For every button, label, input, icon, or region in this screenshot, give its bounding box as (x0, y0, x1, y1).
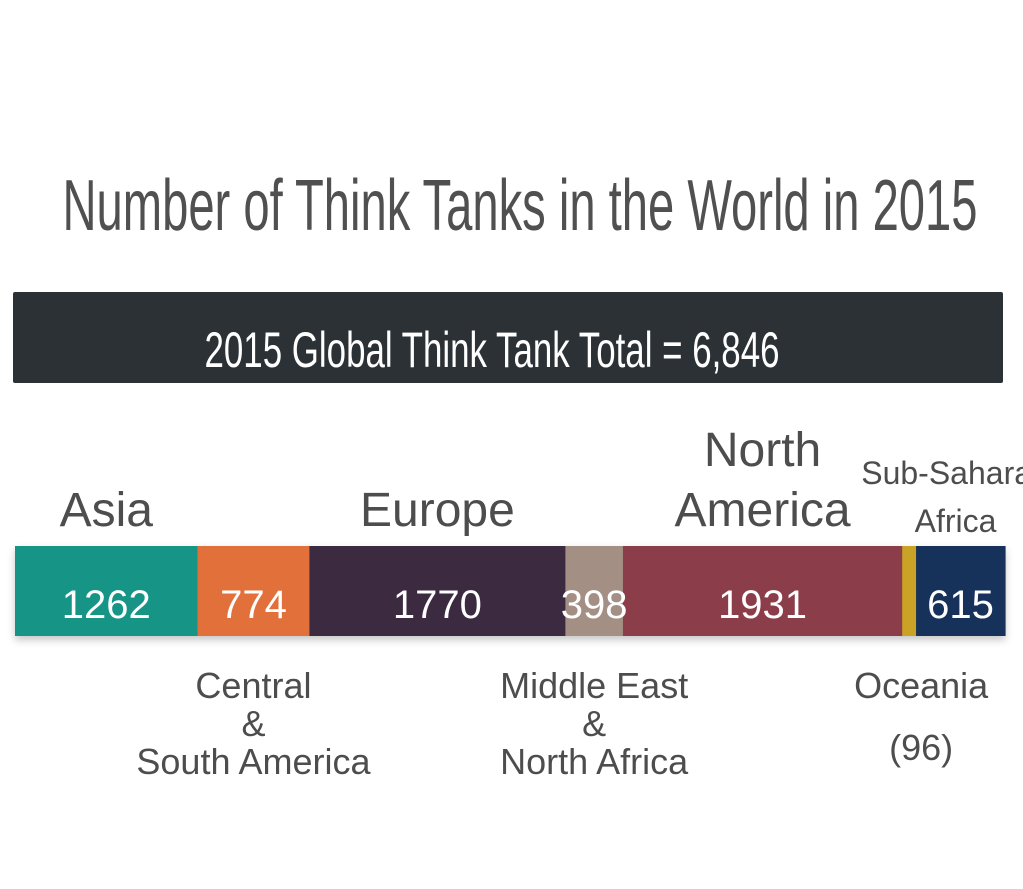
bar-value-asia: 1262 (62, 583, 151, 627)
category-label-europe: Europe (360, 484, 515, 537)
category-label-mena: North Africa (500, 741, 689, 782)
bar-segment-oceania (902, 546, 917, 636)
total-banner-text: 2015 Global Think Tank Total = 6,846 (205, 322, 780, 378)
bar-segment-ssa (916, 546, 1006, 636)
bar-segment-europe (309, 546, 566, 636)
bar-value-europe: 1770 (393, 583, 482, 627)
bar-value-csa: 774 (220, 583, 287, 627)
bar-segment-mena (565, 546, 624, 636)
category-label-mena: & (582, 703, 606, 744)
bar-value-ssa: 615 (927, 583, 994, 627)
category-label-csa: South America (136, 741, 371, 782)
category-label-ssa: Africa (915, 503, 997, 539)
bar-value-labels: 1262 774 1770 398 1931 615 (62, 583, 994, 627)
category-label-ssa: Sub-Saharan (861, 455, 1023, 491)
category-label-na: North (704, 424, 821, 477)
bar-value-mena: 398 (561, 583, 628, 627)
category-label-na: America (675, 484, 851, 537)
total-banner (13, 292, 1003, 383)
category-label-csa: Central (195, 665, 311, 706)
bar-segment-na (622, 546, 903, 636)
category-label-oceania: Oceania (854, 665, 989, 706)
category-value-oceania: (96) (889, 727, 953, 768)
category-label-asia: Asia (60, 484, 154, 537)
chart-title: Number of Think Tanks in the World in 20… (63, 166, 978, 246)
category-label-csa: & (241, 703, 265, 744)
bar-segment-asia (15, 546, 199, 636)
bar-segment-csa (197, 546, 311, 636)
stacked-bar (15, 546, 1006, 636)
category-label-mena: Middle East (500, 665, 688, 706)
bar-value-na: 1931 (718, 583, 807, 627)
